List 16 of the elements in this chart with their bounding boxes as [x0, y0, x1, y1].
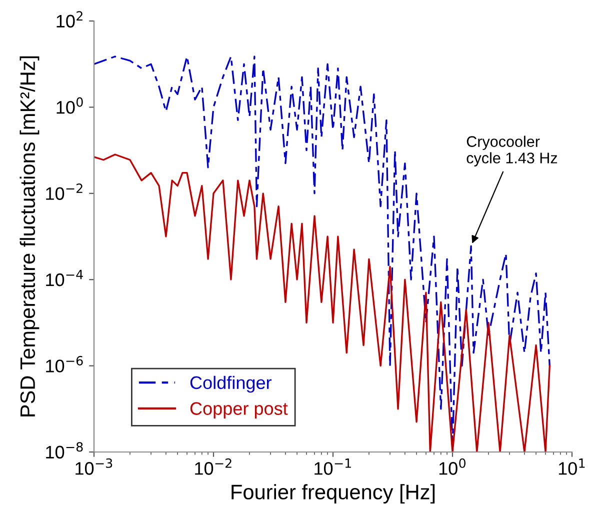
legend-label: Coldfinger: [190, 376, 272, 393]
x-tick-label: 10$^{−1}$: [314, 458, 351, 475]
y-axis-title: PSD Temperature fluctuations [mK²/Hz]: [20, 56, 40, 416]
x-tick-label: 10$^{−2}$: [195, 458, 232, 475]
y-tick-label: 10$^{−8}$: [46, 442, 83, 459]
legend-label: Copper post: [190, 402, 288, 419]
y-tick-label: 10$^{0}$: [56, 97, 83, 114]
x-tick-label: 10$^{1}$: [558, 458, 585, 475]
x-axis-title: Fourier frequency [Hz]: [232, 484, 435, 504]
y-tick-label: 10$^{−4}$: [46, 270, 83, 286]
y-tick-label: 10$^{2}$: [56, 11, 82, 28]
y-tick-label: 10$^{−2}$: [46, 184, 82, 200]
annotation: Cryocooler cycle 1.43 Hz: [466, 136, 558, 166]
x-tick-label: 10$^{−3}$: [76, 458, 112, 475]
y-tick-label: 10$^{−6}$: [46, 356, 83, 372]
x-tick-label: 10$^{0}$: [439, 458, 466, 475]
